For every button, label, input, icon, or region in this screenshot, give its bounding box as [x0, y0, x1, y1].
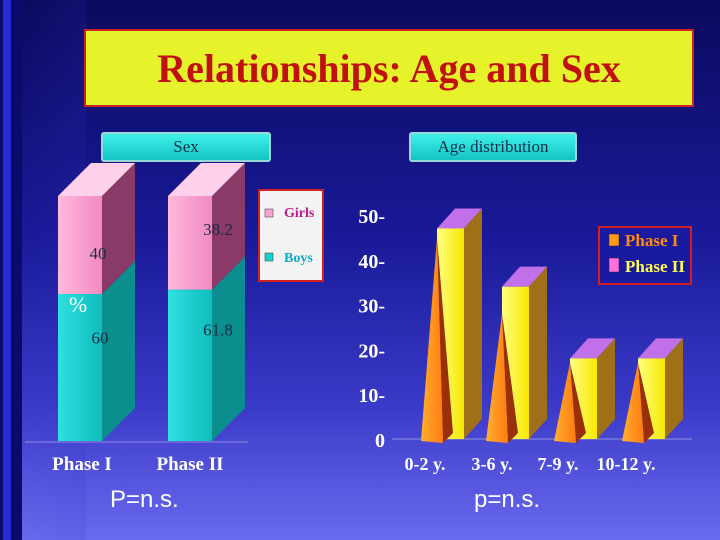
- age-phase2-bar-side: [464, 208, 482, 439]
- age-phase2-bar-top: [638, 338, 683, 359]
- sex-y-axis-label: %: [69, 292, 87, 317]
- sex-bar-girls-front: [168, 196, 212, 290]
- age-phase1-cone-front: [421, 237, 443, 443]
- title-banner: Relationships: Age and Sex: [84, 29, 694, 107]
- age-phase1-cone-side: [570, 362, 586, 443]
- right-pvalue: p=n.s.: [474, 486, 541, 513]
- age-phase1-cone-front: [554, 362, 576, 443]
- sex-boys-value-label: 61.8: [203, 320, 233, 339]
- sex-legend-girls-swatch: [264, 208, 274, 218]
- age-phase2-bar-side: [529, 266, 547, 439]
- sex-bar-top: [58, 163, 135, 196]
- sex-legend-boys-label: Boys: [284, 251, 313, 266]
- sex-category-label: Phase I: [52, 454, 112, 475]
- left-decorative-strip: [0, 0, 22, 540]
- age-category-label: 3-6 y.: [471, 454, 512, 474]
- age-phase1-cone-side: [437, 237, 453, 443]
- age-y-tick-label: 10-: [358, 385, 385, 407]
- age-y-tick-label: 50-: [358, 206, 385, 228]
- sex-category-label: Phase II: [156, 454, 223, 475]
- sex-legend-girls-label: Girls: [284, 206, 315, 221]
- age-phase1-cone-side: [638, 362, 654, 443]
- sex-legend-box: [258, 189, 324, 282]
- tab-age-distribution: Age distribution: [409, 132, 577, 162]
- sex-girls-value-label: 40: [90, 244, 107, 263]
- age-phase2-bar-top: [437, 208, 482, 229]
- sex-boys-value-label: 60: [92, 329, 109, 348]
- age-y-tick-label: 40-: [358, 251, 385, 273]
- age-phase1-cone-front: [486, 313, 508, 443]
- age-y-tick-label: 30-: [358, 296, 385, 318]
- age-phase2-bar-side: [597, 338, 615, 439]
- age-phase2-bar-top: [570, 338, 615, 359]
- age-phase2-bar-top: [502, 266, 547, 287]
- age-phase2-bar-side: [665, 338, 683, 439]
- slide-title: Relationships: Age and Sex: [157, 45, 621, 91]
- sex-bar-girls-side: [212, 163, 245, 290]
- sex-bar-boys-front: [58, 294, 102, 441]
- sex-legend-boys-swatch: [264, 252, 274, 262]
- tab-sex: Sex: [101, 132, 271, 162]
- sex-girls-value-label: 38.2: [203, 220, 233, 239]
- age-legend-phase2-label: Phase II: [625, 257, 685, 276]
- tab-age-label: Age distribution: [437, 137, 549, 156]
- tab-sex-label: Sex: [173, 137, 199, 156]
- age-phase1-cone-side: [502, 313, 518, 443]
- sex-bar-boys-side: [212, 256, 245, 441]
- age-y-tick-label: 20-: [358, 340, 385, 362]
- age-legend-phase1-label: Phase I: [625, 231, 679, 250]
- age-legend-phase1-swatch: [608, 233, 620, 247]
- age-phase1-cone-front: [622, 362, 644, 443]
- left-pvalue: P=n.s.: [110, 486, 179, 513]
- age-y-tick-label: 0: [375, 430, 385, 452]
- age-legend-phase2-swatch: [608, 257, 620, 273]
- age-category-label: 7-9 y.: [537, 454, 578, 474]
- sex-bar-boys-side: [102, 261, 135, 441]
- sex-bar-top: [168, 163, 245, 196]
- age-category-label: 10-12 y.: [596, 454, 655, 474]
- sex-bar-girls-side: [102, 163, 135, 294]
- age-category-label: 0-2 y.: [404, 454, 445, 474]
- sex-bar-girls-front: [58, 196, 102, 294]
- sex-bar-boys-front: [168, 289, 212, 441]
